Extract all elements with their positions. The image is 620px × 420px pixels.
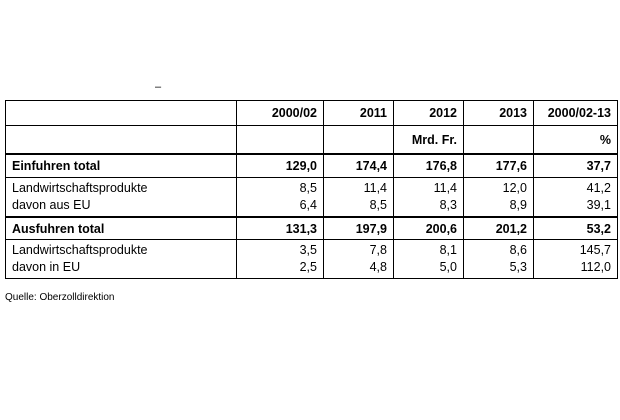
column-header-2011: 2011 bbox=[323, 100, 394, 126]
table-cell: 53,2 bbox=[533, 216, 618, 240]
header-row-years: 2000/02 2011 2012 2013 2000/02-13 bbox=[5, 100, 618, 126]
cell-value: 41,2 bbox=[586, 181, 611, 195]
cell-subvalue: 8,9 bbox=[509, 198, 527, 212]
row-label: Landwirtschaftsprodukte bbox=[12, 181, 148, 195]
cell-value: 11,4 bbox=[433, 181, 457, 195]
table-cell: 11,4 8,3 bbox=[393, 177, 464, 218]
table-cell: 129,0 bbox=[236, 153, 324, 178]
dash-marker: – bbox=[155, 81, 162, 93]
column-header-2000-02: 2000/02 bbox=[236, 100, 324, 126]
table-cell: 145,7 112,0 bbox=[533, 239, 618, 279]
cell-value: 145,7 bbox=[579, 243, 611, 257]
cell-subvalue: 5,0 bbox=[439, 260, 457, 274]
cell-subvalue: 112,0 bbox=[580, 260, 611, 274]
header-corner-cell bbox=[5, 100, 237, 126]
table-row-ausfuhren-total: Ausfuhren total 131,3 197,9 200,6 201,2 … bbox=[5, 216, 618, 240]
cell-value: 7,8 bbox=[369, 243, 387, 257]
column-header-2012: 2012 bbox=[393, 100, 464, 126]
table-row-ausfuhren-landwirtschaft: Landwirtschaftsprodukte davon in EU 3,5 … bbox=[5, 239, 618, 279]
row-label-stack: Landwirtschaftsprodukte davon in EU bbox=[5, 239, 237, 279]
cell-subvalue: 6,4 bbox=[299, 198, 317, 212]
column-header-change: 2000/02-13 bbox=[533, 100, 618, 126]
table-cell: 200,6 bbox=[393, 216, 464, 240]
table-cell: 176,8 bbox=[393, 153, 464, 178]
cell-subvalue: 39,1 bbox=[586, 198, 611, 212]
table-row-einfuhren-total: Einfuhren total 129,0 174,4 176,8 177,6 … bbox=[5, 153, 618, 178]
table-cell: 201,2 bbox=[463, 216, 534, 240]
cell-value: 8,6 bbox=[509, 243, 527, 257]
units-spacer-cell bbox=[323, 125, 394, 155]
units-corner-cell bbox=[5, 125, 237, 155]
column-header-2013: 2013 bbox=[463, 100, 534, 126]
row-label: Ausfuhren total bbox=[5, 216, 237, 240]
header-row-units: Mrd. Fr. % bbox=[5, 125, 618, 155]
table-cell: 174,4 bbox=[323, 153, 394, 178]
row-label-stack: Landwirtschaftsprodukte davon aus EU bbox=[5, 177, 237, 218]
table-cell: 8,5 6,4 bbox=[236, 177, 324, 218]
table-cell: 197,9 bbox=[323, 216, 394, 240]
table-cell: 8,6 5,3 bbox=[463, 239, 534, 279]
table-row-einfuhren-landwirtschaft: Landwirtschaftsprodukte davon aus EU 8,5… bbox=[5, 177, 618, 218]
table-cell: 131,3 bbox=[236, 216, 324, 240]
cell-value: 8,1 bbox=[439, 243, 457, 257]
table-cell: 7,8 4,8 bbox=[323, 239, 394, 279]
source-note: Quelle: Oberzolldirektion bbox=[5, 292, 115, 303]
cell-value: 11,4 bbox=[363, 181, 387, 195]
table-cell: 11,4 8,5 bbox=[323, 177, 394, 218]
unit-label: Mrd. Fr. bbox=[393, 125, 464, 155]
cell-value: 12,0 bbox=[502, 181, 527, 195]
table-cell: 41,2 39,1 bbox=[533, 177, 618, 218]
table-cell: 3,5 2,5 bbox=[236, 239, 324, 279]
row-sublabel: davon aus EU bbox=[12, 198, 91, 212]
units-spacer-cell bbox=[236, 125, 324, 155]
cell-subvalue: 8,3 bbox=[439, 198, 457, 212]
row-sublabel: davon in EU bbox=[12, 260, 81, 274]
percent-label: % bbox=[533, 125, 618, 155]
cell-subvalue: 4,8 bbox=[369, 260, 387, 274]
units-spacer-cell bbox=[463, 125, 534, 155]
cell-value: 8,5 bbox=[299, 181, 317, 195]
cell-subvalue: 8,5 bbox=[369, 198, 387, 212]
table-cell: 37,7 bbox=[533, 153, 618, 178]
table-cell: 8,1 5,0 bbox=[393, 239, 464, 279]
cell-value: 3,5 bbox=[299, 243, 317, 257]
table-cell: 177,6 bbox=[463, 153, 534, 178]
table-cell: 12,0 8,9 bbox=[463, 177, 534, 218]
cell-subvalue: 2,5 bbox=[299, 260, 317, 274]
cell-subvalue: 5,3 bbox=[509, 260, 527, 274]
trade-table: 2000/02 2011 2012 2013 2000/02-13 Mrd. F… bbox=[5, 100, 618, 279]
row-label: Einfuhren total bbox=[5, 153, 237, 178]
row-label: Landwirtschaftsprodukte bbox=[12, 243, 148, 257]
